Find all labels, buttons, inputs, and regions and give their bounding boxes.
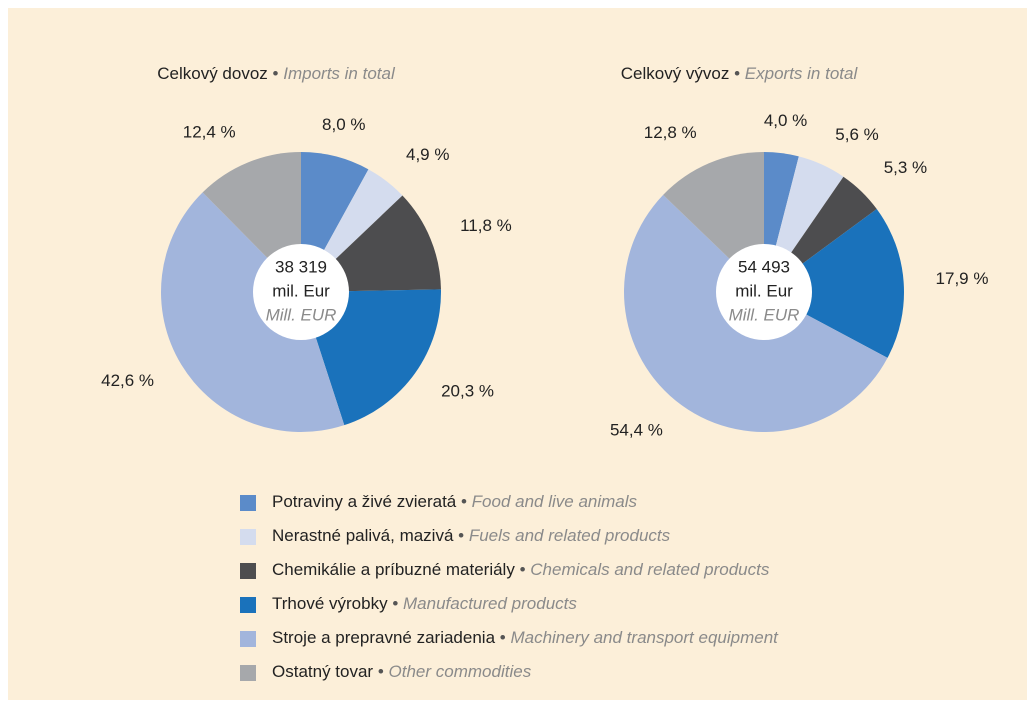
label-en: Imports in total [283,64,396,83]
legend-swatch [240,597,256,613]
separator: • [392,594,398,613]
label-en: Machinery and transport equipment [510,628,779,647]
label: Celkový vývoz • Exports in total [621,64,859,83]
label-main: Ostatný tovar [272,662,373,681]
label-main: Stroje a prepravné zariadenia [272,628,496,647]
label-en: Manufactured products [403,594,577,613]
label-main: Celkový dovoz [157,64,268,83]
separator: • [273,64,279,83]
legend-swatch [240,495,256,511]
center-hole [716,244,812,340]
separator: • [458,526,464,545]
data-label: 11,8 % [460,216,512,235]
data-label: 5,3 % [884,158,927,177]
data-label: 42,6 % [101,371,154,390]
legend-swatch [240,529,256,545]
separator: • [378,662,384,681]
center-label: mil. Eur [272,281,330,300]
label-en: Food and live animals [472,492,638,511]
separator: • [461,492,467,511]
data-label: 8,0 % [322,115,365,134]
separator: • [500,628,506,647]
label-en: Exports in total [745,64,859,83]
label: Ostatný tovar • Other commodities [272,662,532,681]
data-label: 12,8 % [644,123,697,142]
center-label: Mill. EUR [729,305,800,324]
data-label: 4,9 % [406,145,449,164]
label-main: Potraviny a živé zvieratá [272,492,457,511]
legend-swatch [240,631,256,647]
data-label: 12,4 % [183,122,236,141]
legend-swatch [240,665,256,681]
center-label: mil. Eur [735,281,793,300]
center-hole [253,244,349,340]
data-label: 20,3 % [441,381,494,400]
center-label: 54 493 [738,257,790,276]
label: Celkový dovoz • Imports in total [157,64,396,83]
pie-slice [160,192,345,432]
label-en: Chemicals and related products [530,560,770,579]
data-label: 54,4 % [610,421,663,440]
separator: • [734,64,740,83]
label: Stroje a prepravné zariadenia • Machiner… [272,628,779,647]
data-label: 4,0 % [764,111,807,130]
label: Chemikálie a príbuzné materiály • Chemic… [272,560,770,579]
data-label: 5,6 % [835,125,878,144]
label-en: Fuels and related products [469,526,671,545]
label-main: Chemikálie a príbuzné materiály [272,560,515,579]
label: Potraviny a živé zvieratá • Food and liv… [272,492,638,511]
label-main: Nerastné palivá, mazivá [272,526,454,545]
label: Trhové výrobky • Manufactured products [272,594,577,613]
label-en: Other commodities [389,662,532,681]
label: Nerastné palivá, mazivá • Fuels and rela… [272,526,671,545]
center-label: 38 319 [275,257,327,276]
legend-swatch [240,563,256,579]
pie-slice [764,209,904,358]
center-label: Mill. EUR [266,305,337,324]
data-label: 17,9 % [936,269,989,288]
label-main: Trhové výrobky [272,594,388,613]
label-main: Celkový vývoz [621,64,730,83]
separator: • [520,560,526,579]
